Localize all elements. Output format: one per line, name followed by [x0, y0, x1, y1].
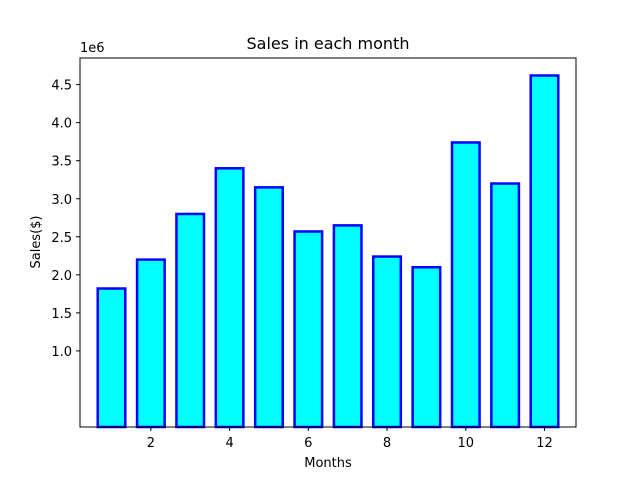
bar-month-2	[135, 258, 166, 429]
bar-month-1	[96, 287, 127, 429]
bar-month-10	[450, 141, 481, 429]
bar-month-6	[293, 230, 324, 429]
y-tick-label: 3.5	[51, 155, 72, 170]
x-axis-label: Months	[304, 456, 352, 471]
chart-title: Sales in each month	[247, 34, 410, 53]
bar-month-5	[253, 186, 284, 429]
y-tick-label: 1.0	[51, 345, 72, 360]
y-tick-label: 4.0	[51, 117, 72, 132]
y-axis-ticks: 1.0 1.5 2.0 2.5 3.0 3.5 4.0 4.5	[51, 79, 80, 360]
y-tick-label: 3.0	[51, 193, 72, 208]
y-tick-label: 2.5	[51, 231, 72, 246]
y-tick-label: 2.0	[51, 269, 72, 284]
bar-month-12	[529, 74, 560, 429]
x-tick-label: 12	[536, 436, 553, 451]
bar-month-4	[214, 167, 245, 429]
x-axis-ticks: 2 4 6 8 10 12	[147, 427, 553, 451]
y-tick-label: 1.5	[51, 307, 72, 322]
x-tick-label: 6	[304, 436, 312, 451]
bar-month-8	[372, 255, 403, 429]
y-offset-label: 1e6	[80, 41, 105, 56]
x-tick-label: 8	[383, 436, 391, 451]
bar-month-11	[490, 182, 521, 429]
bar-series	[96, 74, 560, 429]
y-axis-label: Sales($)	[29, 215, 44, 268]
x-tick-label: 4	[225, 436, 233, 451]
y-tick-label: 4.5	[51, 79, 72, 94]
x-tick-label: 2	[147, 436, 155, 451]
plot-frame	[79, 57, 577, 428]
bar-month-9	[411, 265, 442, 429]
x-tick-label: 10	[458, 436, 475, 451]
bar-month-7	[332, 224, 363, 429]
bar-month-3	[175, 212, 206, 429]
